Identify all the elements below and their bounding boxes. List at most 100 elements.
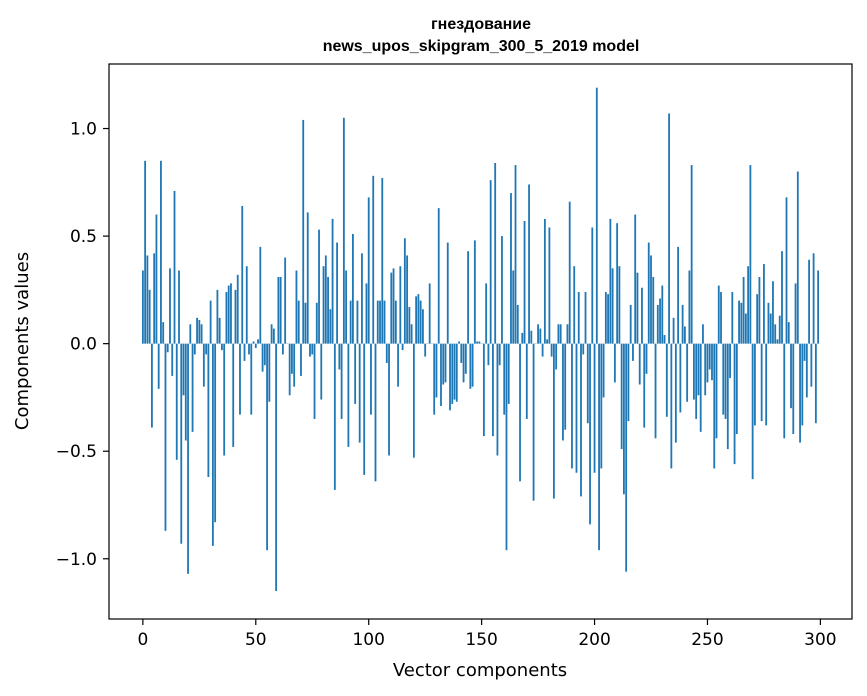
bar [505,343,508,551]
x-tick-label: 150 [465,630,497,650]
bar [311,343,314,355]
bar [650,255,652,344]
bar [453,343,456,400]
bar [557,324,560,344]
bar [586,343,589,424]
bar [589,343,591,525]
bar [690,165,693,344]
bar [568,201,571,344]
bar [293,343,296,387]
bar [329,309,332,344]
bar [148,289,151,344]
x-tick-label: 0 [137,630,148,650]
bar [345,270,348,344]
bar [306,212,309,344]
bar [482,343,485,437]
bar [704,343,707,396]
bar [552,343,555,499]
bar [455,343,458,402]
bar [713,343,716,469]
bar [401,343,404,351]
bar [272,328,275,344]
bar [198,319,201,344]
bar [679,343,682,413]
bar [397,343,399,387]
bar [205,343,208,355]
bar [162,322,165,344]
bar [313,343,316,419]
bar [331,218,334,344]
bar [347,343,350,447]
bars-group [141,87,820,592]
bar [440,343,442,407]
bar [758,276,761,344]
bar [769,313,772,344]
bar [638,343,641,385]
bar [543,218,546,344]
bar [376,300,379,344]
bar [322,266,325,344]
x-tick-label: 100 [352,630,384,650]
bar [245,266,248,344]
bar [151,343,153,428]
bar [277,276,280,344]
bar [566,324,569,344]
bar [410,324,413,344]
chart-subtitle: news_upos_skipgram_300_5_2019 model [323,38,640,55]
bar [609,218,612,344]
bar [661,285,664,344]
bar [469,343,472,389]
bar [288,343,291,396]
bar [187,343,189,574]
bar [476,341,479,344]
bar [261,343,264,372]
bar [602,343,605,398]
bar [735,343,738,434]
bar [785,197,788,344]
bar [444,343,447,383]
bar [805,343,808,398]
bar [166,343,169,353]
bar [225,292,228,344]
bar [175,343,178,460]
bar [155,214,158,344]
bar [356,300,359,344]
bar [776,339,779,344]
bar [399,266,402,344]
bar [428,283,431,344]
bar [726,343,729,450]
bar [738,300,740,344]
bar [230,283,232,344]
bar [591,227,594,344]
bar [674,343,677,443]
bar [507,343,510,404]
bar [284,257,287,344]
bar [799,343,801,443]
bar [498,343,501,366]
bar [157,343,160,389]
bar [812,253,815,344]
bar [501,236,503,344]
bar [767,302,770,344]
bar [232,343,235,447]
bar [458,341,460,344]
bar [372,175,375,344]
bar [693,343,695,400]
bar [146,255,149,344]
bar [270,324,273,344]
y-tick-label: −0.5 [56,442,97,462]
x-tick-label: 300 [804,630,836,650]
y-tick-label: 0.0 [70,335,97,355]
bar [760,343,763,422]
bar [327,276,329,344]
bar [681,304,684,344]
bar [623,343,625,495]
bar [772,281,774,344]
bar [794,283,797,344]
bar [708,343,711,370]
bar [254,343,257,348]
bar [302,119,305,344]
bar [349,300,352,344]
bar [702,324,704,344]
